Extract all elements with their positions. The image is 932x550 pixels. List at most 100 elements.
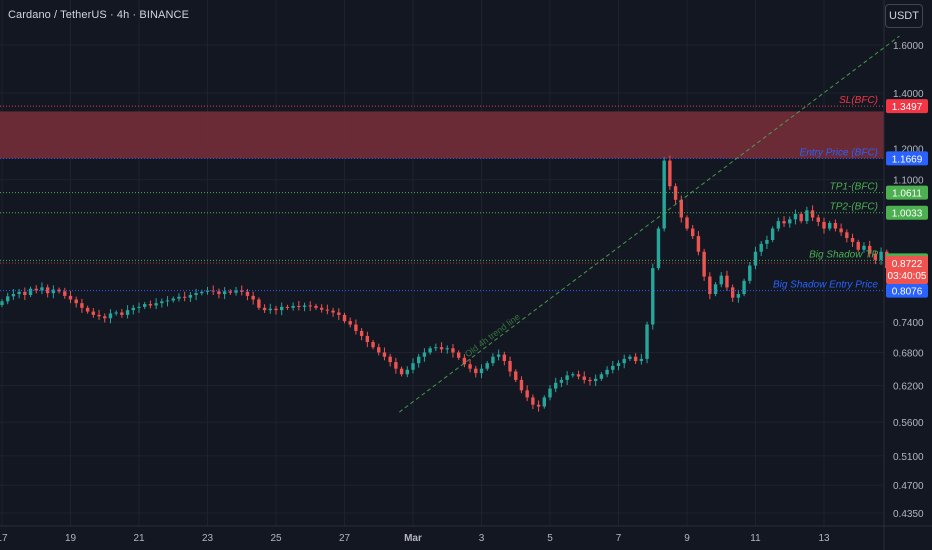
- candle-body: [228, 291, 233, 293]
- y-tick-label: 0.6200: [893, 382, 924, 393]
- candle-body: [34, 288, 38, 291]
- candle-body: [810, 210, 815, 218]
- candle-body: [171, 298, 175, 301]
- candle-body: [713, 284, 718, 295]
- x-tick-label: 9: [684, 533, 690, 544]
- candle-body: [291, 305, 295, 308]
- candle-body: [702, 251, 706, 277]
- x-tick-label: Mar: [404, 533, 422, 544]
- candle-body: [74, 299, 78, 304]
- candle-body: [645, 324, 649, 359]
- candle-body: [160, 301, 164, 304]
- candle-body: [337, 312, 341, 315]
- candle-body: [57, 289, 61, 292]
- candle-body: [531, 397, 535, 405]
- candle-body: [188, 294, 193, 298]
- candle-body: [502, 354, 507, 362]
- candle-body: [559, 379, 564, 383]
- candle-body: [828, 222, 832, 229]
- level-label: SL(BFC): [839, 95, 878, 106]
- candle-body: [234, 290, 238, 293]
- current-price-tag: [886, 256, 928, 285]
- x-tick-label: 3: [479, 533, 485, 544]
- candle-body: [833, 222, 838, 229]
- level-label: Entry Price (BFC): [800, 147, 878, 158]
- candle-body: [685, 217, 689, 229]
- candle-body: [23, 291, 27, 295]
- candle-body: [131, 307, 135, 311]
- y-tick-label: 1.4000: [893, 89, 924, 100]
- candle-body: [422, 352, 427, 357]
- candle-body: [719, 275, 723, 285]
- candle-body: [474, 368, 478, 374]
- x-tick-label: 17: [0, 533, 8, 544]
- x-tick-label: 23: [202, 533, 214, 544]
- candle-body: [342, 314, 347, 322]
- price-tag-label: 1.1669: [892, 154, 923, 165]
- price-tag-label: 1.0033: [892, 209, 923, 220]
- candle-body: [439, 347, 444, 350]
- candle-body: [850, 238, 855, 242]
- candle-body: [354, 324, 358, 331]
- candle-body: [816, 217, 820, 222]
- candle-body: [359, 330, 364, 336]
- candle-body: [417, 356, 421, 364]
- candle-body: [822, 221, 826, 229]
- sl-zone: [0, 111, 884, 159]
- candle-body: [856, 241, 860, 250]
- candle-body: [399, 368, 404, 375]
- candle-body: [348, 321, 352, 325]
- candle-body: [108, 313, 113, 319]
- candle-body: [365, 335, 370, 343]
- candle-body: [554, 382, 558, 389]
- x-tick-label: 5: [547, 533, 553, 544]
- candle-body: [862, 245, 866, 250]
- candle-body: [302, 305, 307, 307]
- candle-body: [451, 348, 455, 353]
- price-tag: [886, 151, 928, 166]
- level-label: Big Shadow TP: [809, 249, 878, 260]
- candle-body: [217, 291, 221, 295]
- current-price-value: 0.8722: [892, 259, 923, 270]
- candle-body: [759, 243, 763, 252]
- candle-body: [28, 288, 33, 295]
- candle-body: [331, 310, 335, 313]
- candle-body: [308, 305, 312, 307]
- candle-body: [536, 404, 541, 407]
- candle-body: [251, 295, 255, 300]
- candle-body: [165, 300, 170, 302]
- candle-body: [456, 352, 461, 358]
- candle-body: [11, 294, 16, 297]
- candle-body: [382, 352, 387, 357]
- currency-button[interactable]: USDT: [885, 4, 923, 28]
- candle-body: [588, 379, 592, 382]
- candle-body: [468, 364, 472, 369]
- x-tick-label: 13: [818, 533, 830, 544]
- y-tick-label: 0.5100: [893, 452, 924, 463]
- candle-body: [742, 280, 746, 295]
- candle-body: [17, 291, 21, 295]
- candle-body: [114, 312, 118, 314]
- candle-body: [262, 307, 267, 311]
- candle-body: [103, 316, 107, 319]
- price-tag-label: 0.8076: [892, 287, 923, 298]
- candle-body: [200, 291, 204, 294]
- candle-body: [519, 379, 524, 391]
- level-label: Big Shadow Entry Price: [773, 280, 878, 291]
- y-tick-label: 0.7400: [893, 318, 924, 329]
- candle-body: [616, 363, 621, 366]
- candle-body: [257, 299, 261, 308]
- candle-body: [593, 378, 598, 382]
- candle-body: [736, 294, 741, 298]
- candle-body: [639, 358, 644, 362]
- current-price-countdown: 03:40:05: [888, 271, 927, 282]
- candle-body: [80, 303, 84, 308]
- candle-body: [879, 251, 883, 260]
- x-tick-label: 11: [750, 533, 761, 544]
- candle-body: [125, 310, 130, 315]
- candle-body: [548, 388, 552, 398]
- candle-body: [582, 376, 586, 380]
- y-tick-label: 1.2000: [893, 144, 924, 155]
